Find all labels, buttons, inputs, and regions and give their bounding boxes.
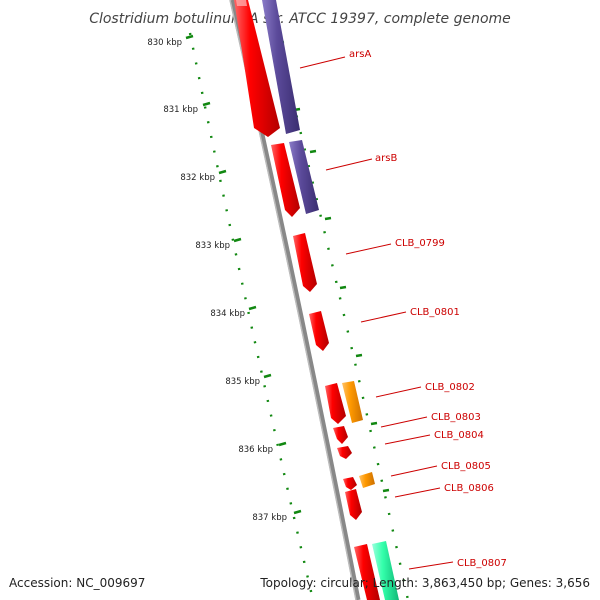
gene-arsB[interactable] xyxy=(271,140,319,217)
tick-label: 836 kbp xyxy=(238,445,273,455)
tick-837: 837 kbp xyxy=(252,509,302,523)
gene-label-CLB_0806: CLB_0806 xyxy=(444,483,494,494)
gene-CLB_0801[interactable] xyxy=(309,311,329,351)
tick-833: 833 kbp xyxy=(195,237,242,251)
tick-label: 830 kbp xyxy=(147,38,182,48)
tick-label: 831 kbp xyxy=(163,105,198,115)
tick-label: 837 kbp xyxy=(252,513,287,523)
tick-830: 830 kbp xyxy=(147,34,194,48)
gene-CLB_0802[interactable] xyxy=(325,381,363,424)
gene-CLB_0806[interactable] xyxy=(345,489,362,520)
gene-arsA[interactable] xyxy=(234,0,300,137)
gene-label-CLB_0802: CLB_0802 xyxy=(425,382,475,393)
tick-831: 831 kbp xyxy=(163,101,211,115)
tick-834: 834 kbp xyxy=(210,305,257,319)
gene-CLB_0805[interactable] xyxy=(343,472,375,490)
tick-836: 836 kbp xyxy=(238,441,287,455)
topology-text: Topology: circular; Length: 3,863,450 bp… xyxy=(260,576,590,590)
map-title: Clostridium botulinum A str. ATCC 19397,… xyxy=(89,11,511,27)
gene-CLB_0804[interactable] xyxy=(337,446,352,459)
gene-CLB_0807[interactable] xyxy=(354,541,399,600)
gene-CLB_0799[interactable] xyxy=(293,233,317,292)
gene-label-CLB_0804: CLB_0804 xyxy=(434,430,484,441)
gene-label-CLB_0805: CLB_0805 xyxy=(441,461,491,472)
gene-label-CLB_0799: CLB_0799 xyxy=(395,238,445,249)
label-lines xyxy=(299,56,454,570)
accession-text: Accession: NC_009697 xyxy=(9,576,146,590)
gene-label-CLB_0807: CLB_0807 xyxy=(457,558,507,569)
tick-label: 834 kbp xyxy=(210,309,245,319)
gene-label-CLB_0801: CLB_0801 xyxy=(410,307,460,318)
gene-label-CLB_0803: CLB_0803 xyxy=(431,412,481,423)
tick-label: 835 kbp xyxy=(225,377,260,387)
tick-label: 833 kbp xyxy=(195,241,230,251)
tick-832: 832 kbp xyxy=(180,169,227,183)
gene-CLB_0803[interactable] xyxy=(333,426,348,444)
tick-835: 835 kbp xyxy=(225,373,272,387)
gene-label-arsB: arsB xyxy=(375,153,397,164)
gene-label-arsA: arsA xyxy=(349,49,371,60)
tick-label: 832 kbp xyxy=(180,173,215,183)
